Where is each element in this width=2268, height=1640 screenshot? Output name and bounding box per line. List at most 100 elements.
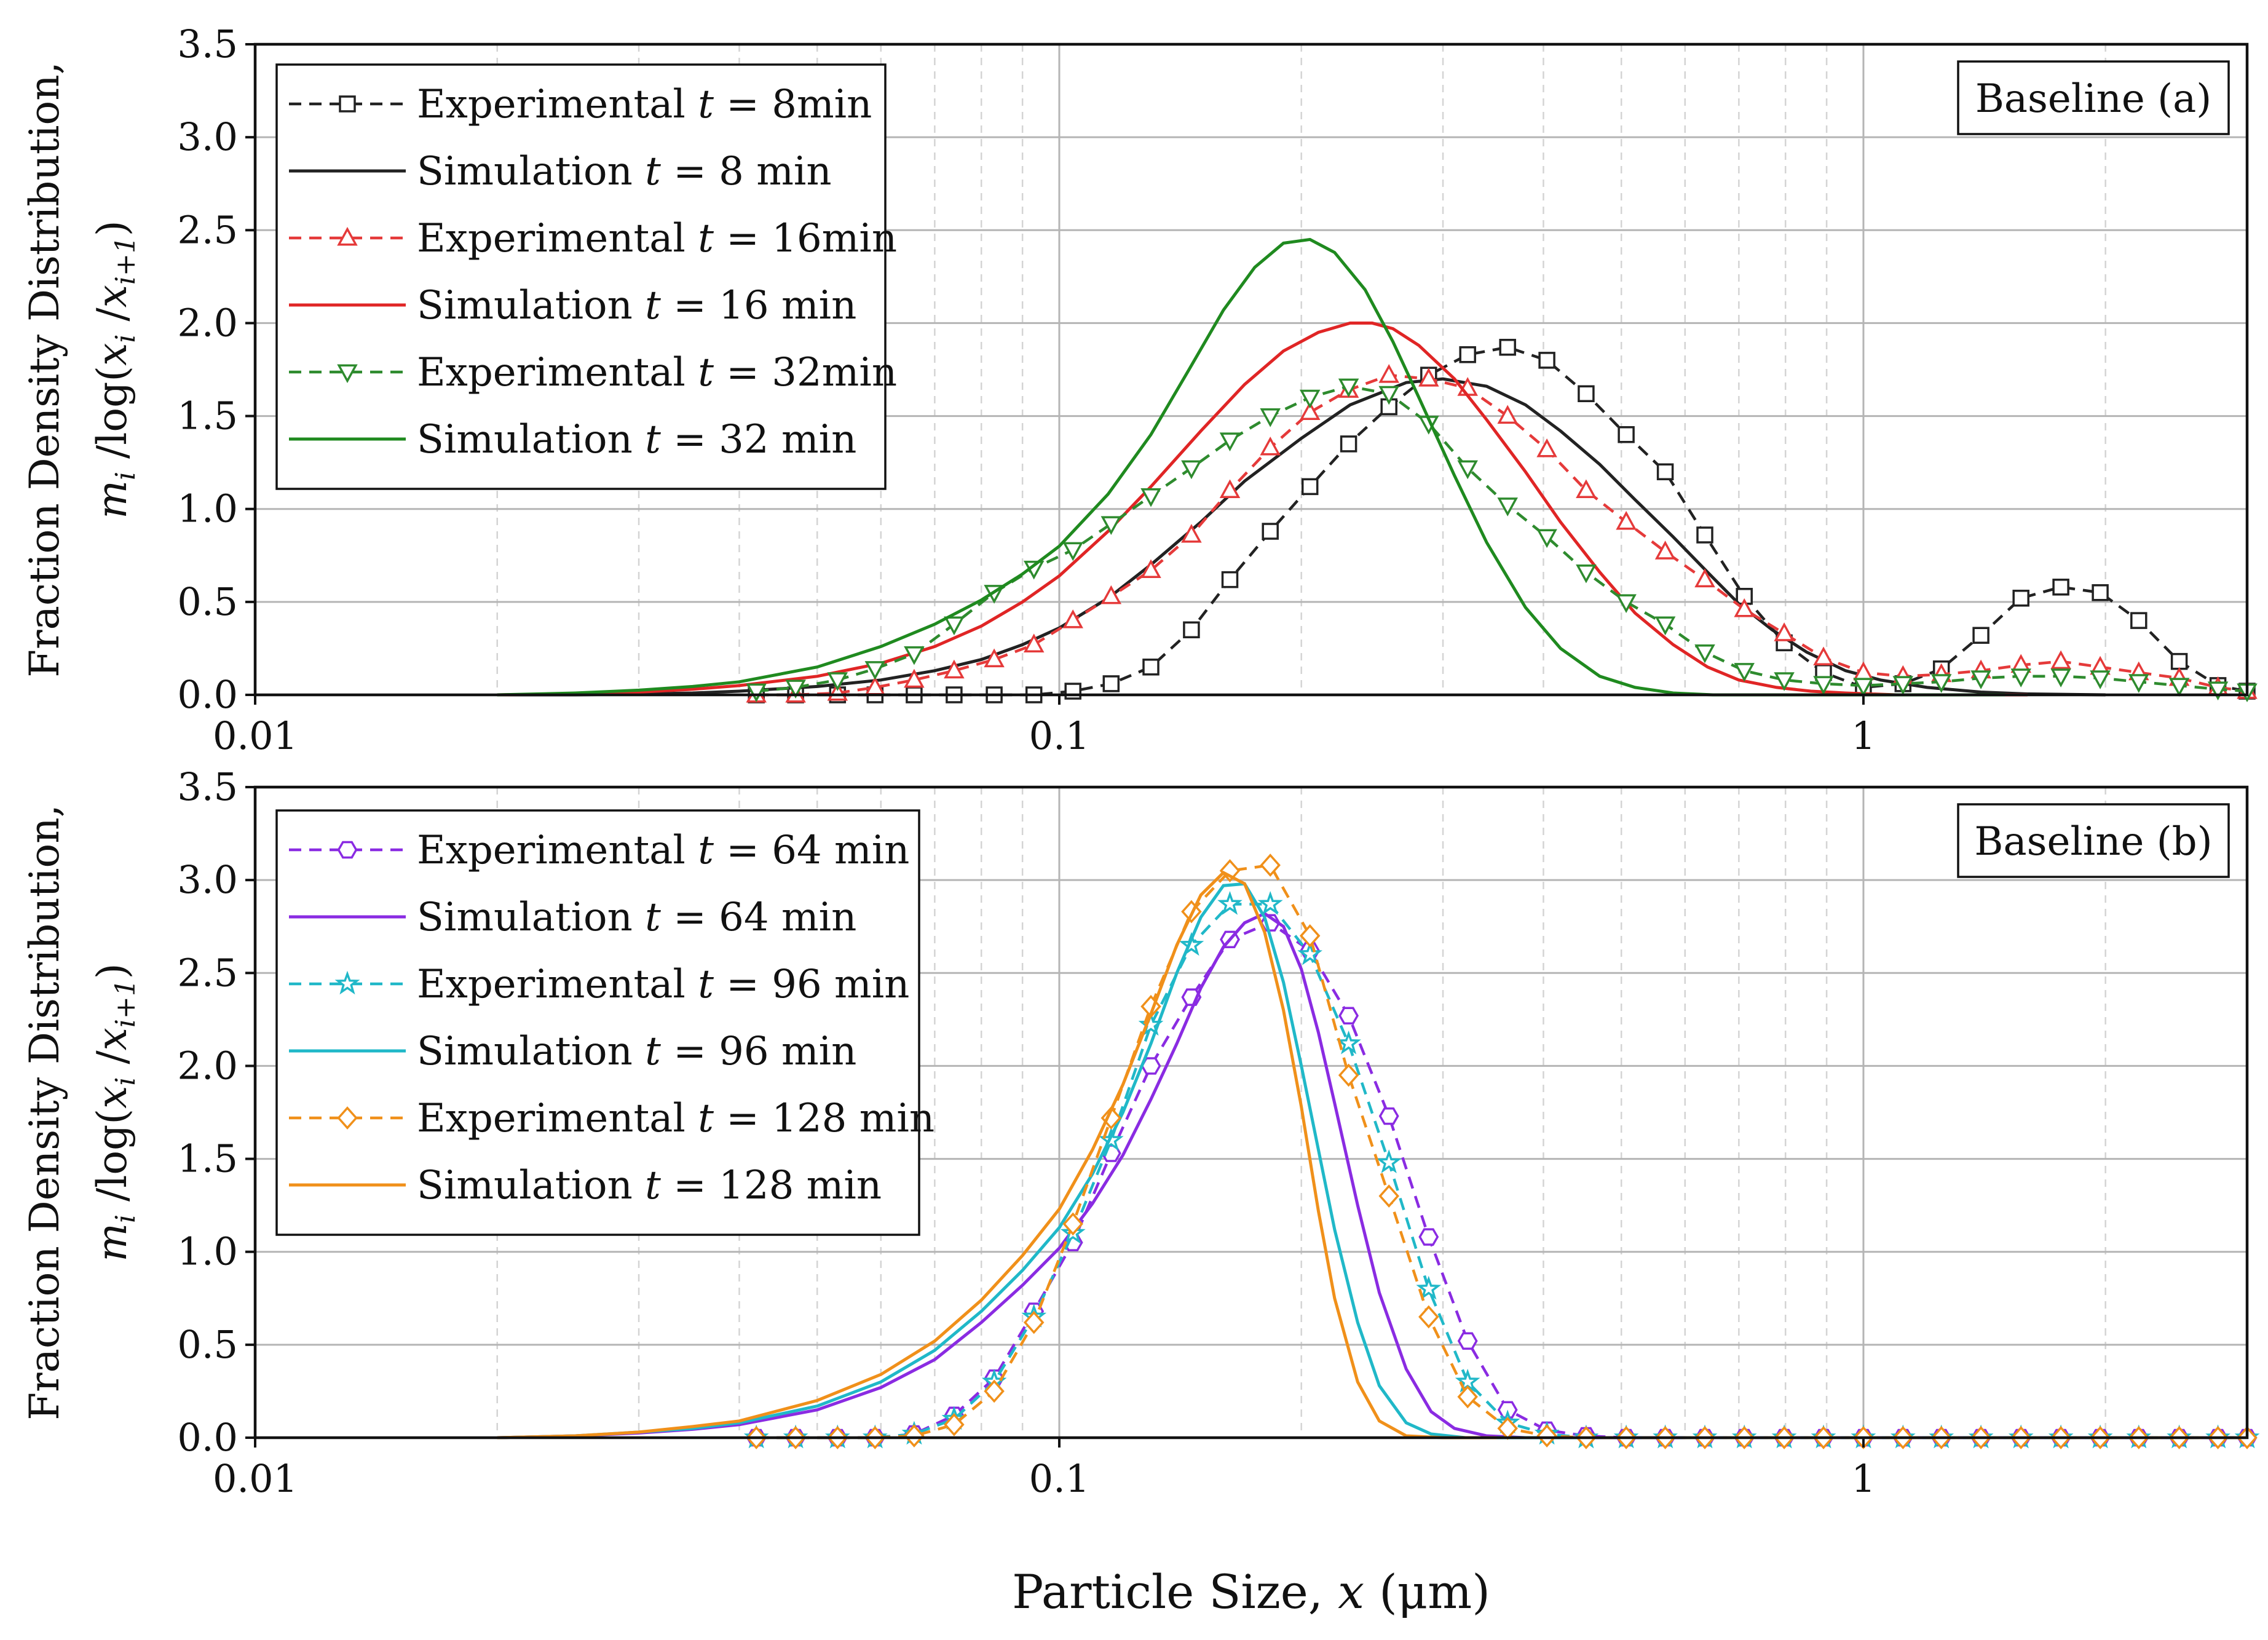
data-point xyxy=(1100,585,1122,604)
data-point xyxy=(1299,924,1321,948)
y-axis-formula: mi /log(xi /xi+1) xyxy=(89,220,141,518)
data-point xyxy=(1219,859,1241,882)
x-tick-label: 0.1 xyxy=(1029,713,1090,758)
axes: 0.0 0.5 1.0 1.5 2.0 2.5 3.0 3.5 0.01 0.1 1 xyxy=(177,22,1875,758)
legend-marker xyxy=(334,970,360,995)
legend-marker xyxy=(337,226,358,246)
data-point xyxy=(1023,633,1045,652)
data-point xyxy=(1774,622,1795,641)
legend-entry: Experimental t = 16min xyxy=(417,216,897,261)
series-3 xyxy=(746,364,2258,703)
data-point xyxy=(1179,932,1204,956)
legend-marker xyxy=(337,841,358,859)
data-point xyxy=(1102,675,1120,692)
data-point xyxy=(785,679,806,699)
data-point xyxy=(944,616,965,636)
data-point xyxy=(944,1412,965,1436)
series-6 xyxy=(497,871,1497,1440)
x-tick-label: 0.1 xyxy=(1029,1456,1090,1501)
data-point xyxy=(1499,338,1516,356)
panel-label-text: Baseline (b) xyxy=(1974,819,2212,865)
data-point xyxy=(1813,676,1834,695)
legend-entry: Simulation t = 64 min xyxy=(417,895,856,940)
data-point xyxy=(1734,663,1755,682)
data-point xyxy=(2168,678,2190,697)
data-point xyxy=(1616,510,1637,530)
data-point xyxy=(1100,516,1122,535)
data-point xyxy=(1262,523,1279,540)
data-point xyxy=(1338,378,1359,398)
data-point xyxy=(1853,678,1874,697)
data-point xyxy=(1338,1007,1359,1025)
data-point xyxy=(1181,460,1202,480)
x-tick-label: 0.01 xyxy=(213,1456,298,1501)
data-point xyxy=(2130,612,2147,629)
data-point xyxy=(984,1379,1005,1403)
legend: Experimental t = 64 min Simulation t = 64… xyxy=(275,809,934,1236)
series-line xyxy=(497,882,1585,1440)
data-point xyxy=(1616,594,1637,613)
legend-marker xyxy=(337,1106,358,1130)
legend-entry: Simulation t = 32 min xyxy=(417,417,856,462)
data-point xyxy=(2050,650,2071,670)
y-tick-label: 2.5 xyxy=(177,207,238,252)
legend-entry: Simulation t = 96 min xyxy=(417,1029,856,1074)
chart-panel-2: 0.0 0.5 1.0 1.5 2.0 2.5 3.0 3.5 0.01 0.1 1 Fraction… xyxy=(21,764,2260,1501)
y-tick-label: 3.5 xyxy=(177,764,238,809)
series-2 xyxy=(497,911,1685,1440)
data-point xyxy=(1536,438,1557,458)
legend-entry: Experimental t = 64 min xyxy=(417,828,909,873)
panel-label: Baseline (a) xyxy=(1957,60,2230,135)
data-point xyxy=(1416,1275,1442,1300)
series-line xyxy=(497,237,2005,697)
data-point xyxy=(1654,541,1676,560)
legend-entry: Simulation t = 8 min xyxy=(417,149,832,194)
series-1 xyxy=(746,914,2258,1447)
series-line xyxy=(756,346,2248,697)
y-tick-label: 3.5 xyxy=(177,22,238,66)
data-point xyxy=(1696,526,1713,544)
y-tick-label: 0.0 xyxy=(177,672,238,717)
y-axis-label: Fraction Density Distribution, xyxy=(21,804,68,1420)
x-tick-label: 1 xyxy=(1851,1456,1875,1501)
data-point xyxy=(1457,460,1478,480)
y-tick-label: 1.5 xyxy=(177,1136,238,1181)
data-point xyxy=(1418,368,1439,387)
legend: Experimental t = 8min Simulation t = 8 mi… xyxy=(275,63,897,490)
data-point xyxy=(1219,432,1241,451)
data-point xyxy=(1260,408,1281,427)
series-5 xyxy=(746,854,2258,1449)
y-tick-label: 1.0 xyxy=(177,486,238,531)
x-tick-label: 1 xyxy=(1851,713,1875,758)
data-point xyxy=(1576,479,1597,499)
data-point xyxy=(1536,529,1557,549)
data-point xyxy=(944,659,965,679)
panel-label-box xyxy=(1957,60,2230,135)
series-4 xyxy=(497,882,1585,1440)
data-point xyxy=(746,683,767,703)
data-point xyxy=(2010,668,2031,687)
data-point xyxy=(904,1424,925,1448)
chart-panel-1: 0.0 0.5 1.0 1.5 2.0 2.5 3.0 3.5 0.01 0.1 1 Fraction… xyxy=(21,22,2258,758)
y-tick-label: 3.0 xyxy=(177,114,238,159)
panel-label: Baseline (b) xyxy=(1957,803,2230,878)
data-point xyxy=(1813,646,1834,666)
y-tick-label: 2.5 xyxy=(177,950,238,995)
panel-label-text: Baseline (a) xyxy=(1975,76,2211,122)
data-point xyxy=(827,672,848,691)
data-point xyxy=(1418,1228,1439,1246)
data-point xyxy=(2092,584,2109,601)
series-5 xyxy=(746,378,2258,703)
data-point xyxy=(1654,616,1676,636)
data-point xyxy=(1260,436,1281,456)
data-point xyxy=(1064,683,1081,700)
data-point xyxy=(1336,1030,1361,1055)
data-point xyxy=(1930,674,1952,693)
data-point xyxy=(1140,488,1161,507)
data-point xyxy=(1378,1107,1399,1125)
data-point xyxy=(2207,681,2229,700)
data-point xyxy=(2050,668,2071,687)
data-point xyxy=(1378,1184,1399,1208)
data-point xyxy=(1656,463,1674,481)
